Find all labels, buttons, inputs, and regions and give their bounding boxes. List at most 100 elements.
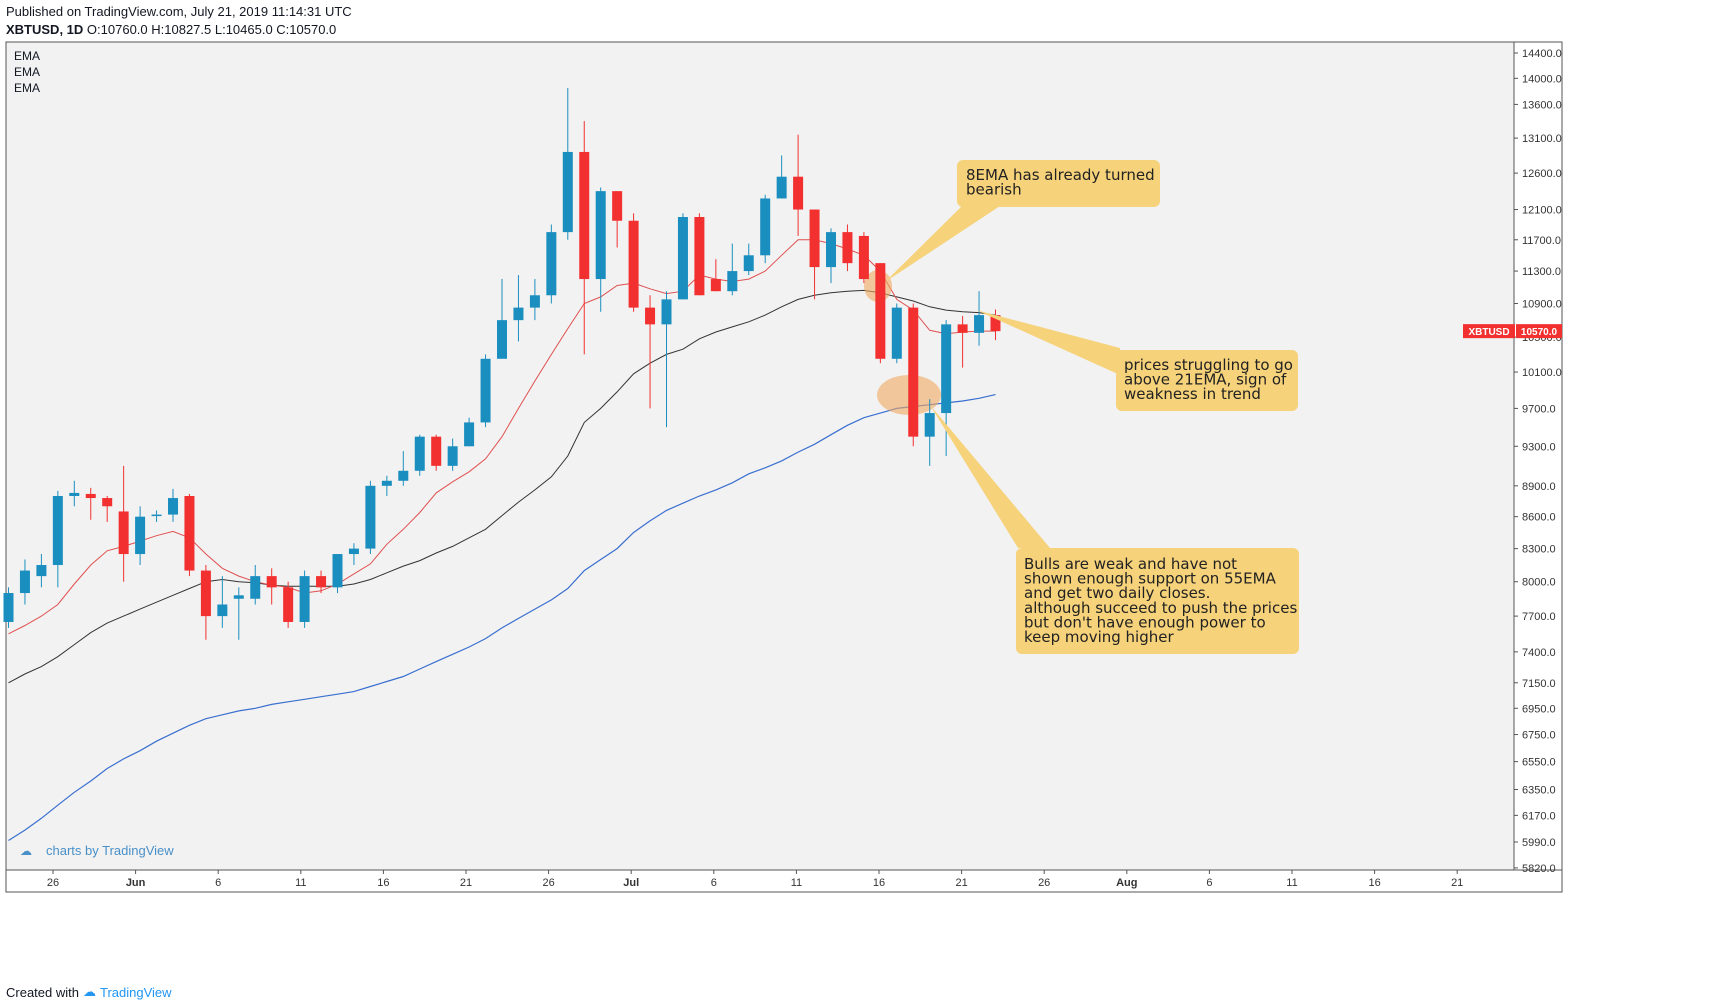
- candle-body: [645, 307, 656, 325]
- callout-55ema-line: but don't have enough power to: [1024, 613, 1266, 631]
- y-tick-label: 6170.0: [1522, 810, 1556, 822]
- x-tick-label: 16: [873, 877, 885, 889]
- candle-body: [661, 299, 672, 325]
- candle-body: [941, 324, 952, 414]
- y-tick-label: 13600.0: [1522, 99, 1562, 111]
- candle-body: [283, 587, 294, 622]
- x-tick-label: 26: [542, 877, 554, 889]
- candle-body: [974, 315, 985, 333]
- x-tick-label: 21: [460, 877, 472, 889]
- callout-21ema-line: prices struggling to go: [1124, 356, 1293, 374]
- candle-body: [348, 548, 359, 555]
- tradingview-logo-icon: ☁: [82, 984, 96, 999]
- watermark-cloud-icon: ☁: [20, 844, 32, 858]
- candle-body: [760, 198, 771, 256]
- x-tick-label: 11: [1286, 877, 1297, 889]
- callout-55ema-line: shown enough support on 55EMA: [1024, 570, 1277, 588]
- candle-body: [710, 279, 721, 292]
- y-tick-label: 7700.0: [1522, 611, 1556, 623]
- candle-body: [595, 191, 606, 280]
- price-tag-symbol-bg: [1463, 324, 1515, 339]
- candle-body: [332, 554, 343, 588]
- x-tick-label: 6: [1206, 877, 1212, 889]
- published-text: Published on TradingView.com, July 21, 2…: [6, 4, 352, 19]
- x-tick-label: Aug: [1116, 877, 1137, 889]
- candle-body: [316, 576, 327, 588]
- candle-body: [497, 320, 507, 359]
- callout-21ema-pointer: [976, 310, 1120, 375]
- y-tick-label: 8300.0: [1522, 544, 1556, 556]
- candle-body: [414, 436, 425, 471]
- candle-body: [118, 511, 129, 555]
- candle-body: [908, 307, 919, 437]
- x-tick-label: 6: [711, 877, 717, 889]
- x-tick-label: 21: [1451, 877, 1463, 889]
- candle-body: [793, 176, 804, 210]
- y-tick-label: 6950.0: [1522, 703, 1556, 715]
- y-tick-label: 9300.0: [1522, 441, 1556, 453]
- candle-body: [233, 595, 244, 599]
- candle-body: [151, 514, 162, 517]
- callout-55ema-line: keep moving higher: [1024, 628, 1174, 646]
- legend-entry: EMA: [14, 49, 40, 63]
- candle-body: [480, 358, 491, 423]
- callout-21ema-line: weakness in trend: [1124, 385, 1261, 403]
- candle-body: [579, 151, 590, 280]
- candle-body: [217, 604, 228, 617]
- candle-body: [513, 307, 524, 321]
- y-tick-label: 6350.0: [1522, 785, 1556, 797]
- candle-body: [19, 570, 30, 594]
- ema55-line: [8, 394, 996, 842]
- tradingview-brand-link[interactable]: TradingView: [99, 984, 172, 1000]
- candle-body: [727, 271, 738, 292]
- callout-55ema-pointer: [930, 405, 1050, 548]
- price-tag-value-bg: [1516, 324, 1562, 339]
- candle-body: [184, 495, 195, 571]
- y-tick-label: 5990.0: [1522, 837, 1556, 849]
- candle-body: [85, 493, 96, 499]
- callout-21ema-line: above 21EMA, sign of: [1124, 371, 1287, 389]
- candle-body: [546, 232, 557, 296]
- candle-body: [447, 446, 458, 466]
- x-tick-label: 16: [377, 877, 389, 889]
- callout-55ema-box: [1016, 548, 1299, 654]
- candle-body: [677, 217, 688, 300]
- candle-body: [266, 576, 277, 588]
- legend-entry: EMA: [14, 65, 40, 79]
- created-with-label: Created with: [6, 984, 79, 1000]
- x-tick-label: 6: [215, 877, 221, 889]
- y-tick-label: 8000.0: [1522, 577, 1556, 589]
- callout-55ema-line: although succeed to push the prices: [1024, 599, 1297, 617]
- y-tick-label: 12600.0: [1522, 168, 1562, 180]
- candle-body: [431, 436, 442, 466]
- candle-body: [628, 220, 639, 308]
- callout-55ema-line: Bulls are weak and have not: [1024, 555, 1237, 573]
- callout-8ema-line: 8EMA has already turned: [966, 166, 1155, 184]
- candle-body: [200, 570, 211, 617]
- y-tick-label: 10900.0: [1522, 298, 1562, 310]
- price-tag-value: 10570.0: [1521, 327, 1558, 338]
- y-tick-label: 12100.0: [1522, 205, 1562, 217]
- x-tick-label: Jun: [126, 877, 146, 889]
- candle-body: [135, 516, 146, 555]
- y-tick-label: 14000.0: [1522, 73, 1562, 85]
- callout-8ema-box: [957, 160, 1160, 207]
- callout-8ema-pointer: [885, 206, 1000, 282]
- candle-body: [990, 315, 1001, 332]
- callout-21ema-box: [1116, 350, 1298, 411]
- price-axis: [1513, 41, 1563, 871]
- callout-55ema-line: and get two daily closes.: [1024, 584, 1210, 602]
- y-tick-label: 8900.0: [1522, 481, 1556, 493]
- x-tick-label: 21: [955, 877, 967, 889]
- x-tick-label: Jul: [623, 877, 639, 889]
- candle-body: [102, 498, 113, 507]
- y-tick-label: 11700.0: [1522, 235, 1561, 247]
- candle-body: [529, 295, 540, 308]
- candle-body: [809, 209, 820, 268]
- x-tick-label: 11: [295, 877, 306, 889]
- candle-body: [3, 593, 14, 622]
- candle-body: [36, 565, 47, 577]
- plot-area: [5, 41, 1515, 871]
- y-tick-label: 7400.0: [1522, 647, 1556, 659]
